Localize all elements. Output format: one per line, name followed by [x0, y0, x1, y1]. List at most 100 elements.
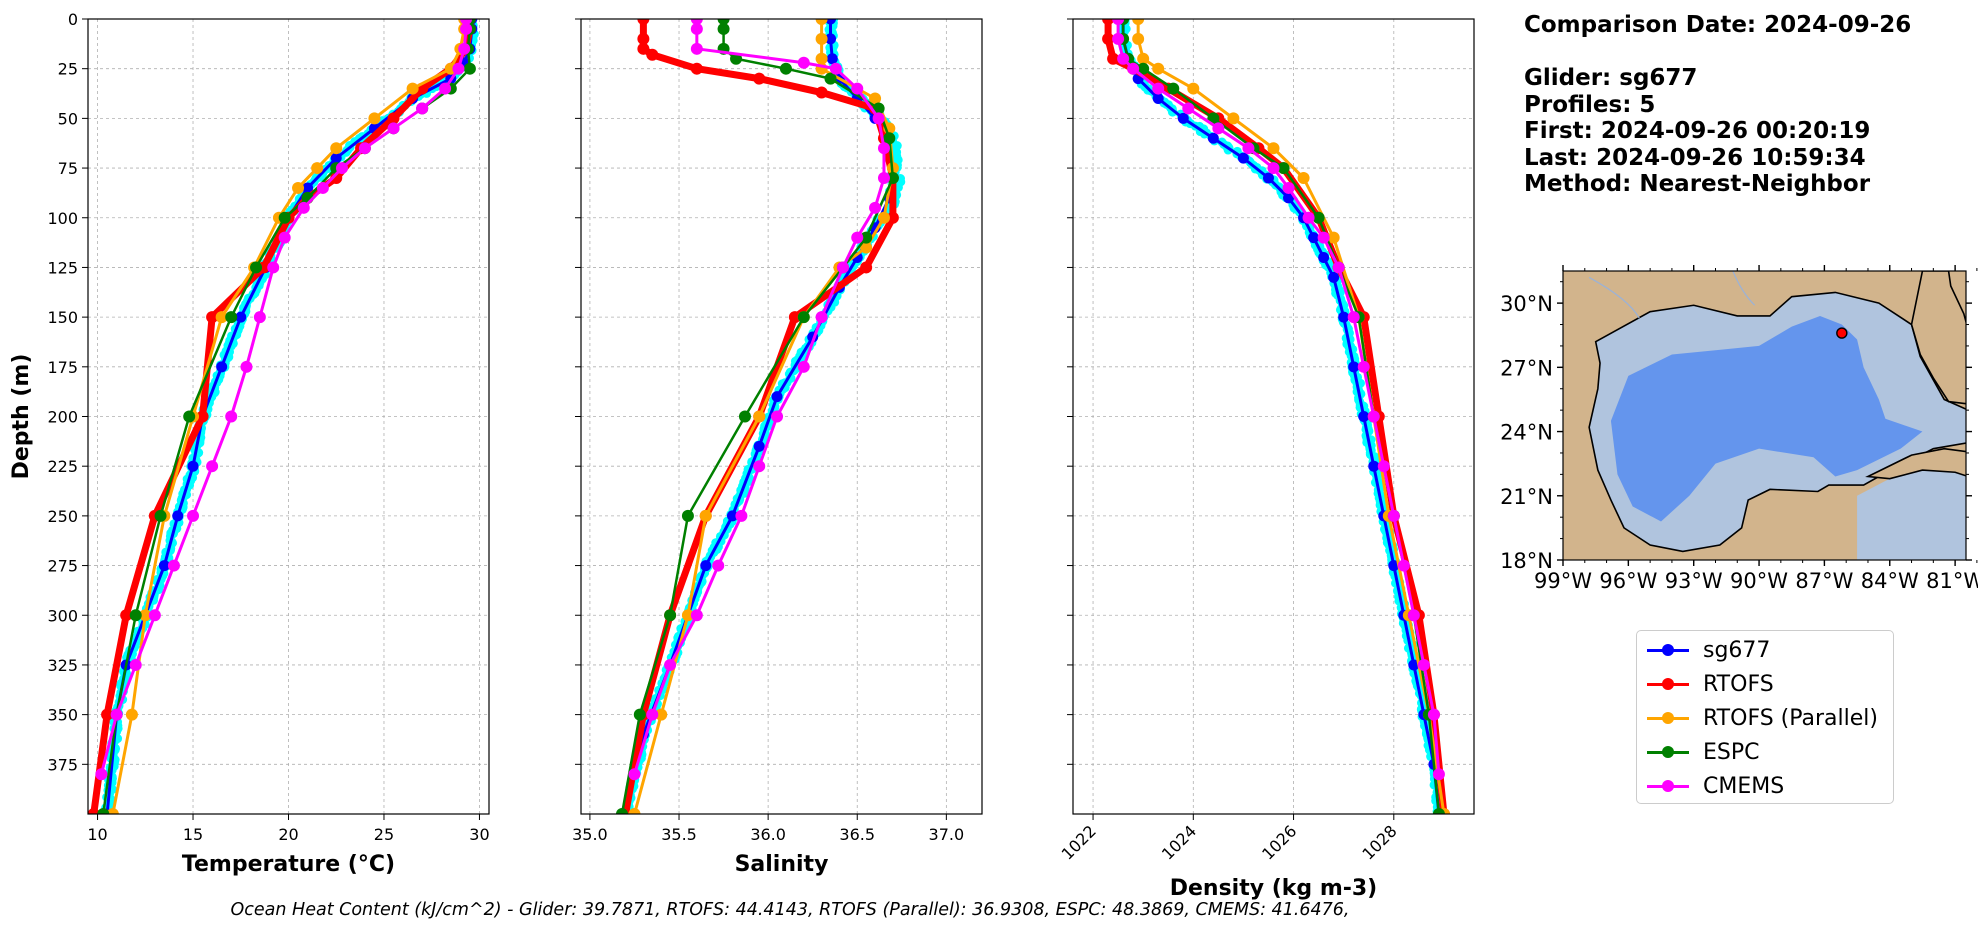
series-marker [267, 261, 280, 274]
y-tick-label: 300 [47, 606, 78, 625]
series-marker [129, 658, 142, 671]
series-marker [664, 609, 677, 622]
series-marker [883, 132, 896, 145]
series-marker [368, 112, 381, 125]
series-marker [1187, 82, 1200, 95]
series-marker [1427, 708, 1440, 721]
panel-1: 0 25 50 75 100 125 150 175 200 225 250 275 300 325 350… [9, 10, 490, 877]
legend-label: RTOFS (Parallel) [1703, 705, 1878, 731]
series-marker [225, 410, 238, 423]
series-marker [330, 142, 343, 155]
series-marker [1237, 152, 1249, 164]
x-tick-label: 15 [183, 825, 203, 844]
series-marker [1277, 162, 1290, 175]
series-marker [1388, 560, 1400, 572]
series-marker [1348, 361, 1360, 373]
plot-area [615, 19, 906, 814]
y-tick-label: 50 [58, 109, 78, 128]
series-marker [158, 560, 170, 572]
series-marker [167, 559, 180, 572]
river [1732, 271, 1756, 306]
series-marker [1302, 211, 1315, 224]
series-marker [302, 182, 314, 194]
series-marker [1212, 122, 1225, 135]
series-marker [1377, 460, 1390, 473]
series-marker [829, 62, 842, 75]
series-marker [1132, 32, 1145, 45]
series-marker [1332, 261, 1345, 274]
x-tick-label: 36.5 [839, 825, 875, 844]
legend-label: sg677 [1703, 637, 1771, 663]
series-marker [1327, 231, 1340, 244]
series-marker [278, 231, 291, 244]
series-marker [1177, 112, 1189, 124]
series-marker [154, 509, 167, 522]
series-marker [439, 82, 452, 95]
series-marker [797, 56, 810, 69]
y-tick-label: 325 [47, 656, 78, 675]
y-tick-label: 350 [47, 706, 78, 725]
series-marker [1227, 112, 1240, 125]
series-marker [206, 460, 219, 473]
glider-location-marker [1836, 327, 1848, 339]
series-marker [1127, 62, 1140, 75]
y-tick-label: 250 [47, 507, 78, 526]
series-marker [1132, 19, 1145, 25]
series-marker [851, 82, 864, 95]
comparison-date: Comparison Date: 2024-09-26 [1524, 12, 1912, 38]
series-marker [1182, 102, 1195, 115]
series-marker [97, 808, 110, 814]
series-marker [815, 32, 828, 45]
y-tick-label: 375 [47, 755, 78, 774]
series-marker [458, 42, 471, 55]
series-marker [460, 19, 473, 25]
profile-count: Profiles: 5 [1524, 91, 1656, 118]
series-marker [860, 241, 873, 254]
series-marker [699, 509, 712, 522]
series-marker [753, 460, 766, 473]
map-lon-label: 90°W [1730, 569, 1788, 593]
y-tick-label: 125 [47, 258, 78, 277]
series-marker [235, 311, 247, 323]
series-marker [1308, 232, 1320, 244]
series-marker [877, 211, 890, 224]
series-marker [788, 311, 801, 324]
series-marker [416, 102, 429, 115]
series-marker [1102, 19, 1115, 25]
series-marker [860, 261, 873, 274]
series-marker [1432, 808, 1445, 814]
y-axis-label: Depth (m) [9, 354, 34, 480]
map-lon-label: 99°W [1534, 569, 1592, 593]
series-marker [335, 162, 348, 175]
series-marker [1242, 142, 1255, 155]
series-marker [1167, 82, 1180, 95]
series-marker [1137, 62, 1150, 75]
series-marker [1117, 52, 1130, 65]
series-marker [278, 211, 291, 224]
glider-name: Glider: sg677 [1524, 65, 1698, 91]
method: Method: Nearest-Neighbor [1524, 171, 1871, 197]
series-marker [1357, 360, 1370, 373]
series-marker [717, 19, 730, 25]
series-marker [110, 708, 123, 721]
series-marker [825, 19, 837, 25]
map-lon-label: 87°W [1795, 569, 1853, 593]
panel-3: 1022 1024 1026 1028 Density (kg m-3) [1058, 18, 1475, 901]
y-tick-label: 275 [47, 557, 78, 576]
series-marker [815, 311, 828, 324]
y-tick-label: 100 [47, 209, 78, 228]
series-marker [95, 768, 108, 781]
series-marker [753, 440, 765, 452]
series-marker [187, 509, 200, 522]
y-tick-label: 75 [58, 159, 78, 178]
x-tick-label: 25 [374, 825, 394, 844]
series-marker [690, 19, 703, 25]
series-marker [872, 102, 885, 115]
series-marker [717, 22, 730, 35]
series-marker [125, 708, 138, 721]
series-marker [1267, 162, 1280, 175]
y-tick-label: 225 [47, 457, 78, 476]
series-marker [1317, 231, 1330, 244]
series-marker [690, 609, 703, 622]
map-inset: 99°W 96°W 93°W 90°W 87°W 84°W 81°W 30°N 27°N 24°N… [1500, 265, 1978, 593]
